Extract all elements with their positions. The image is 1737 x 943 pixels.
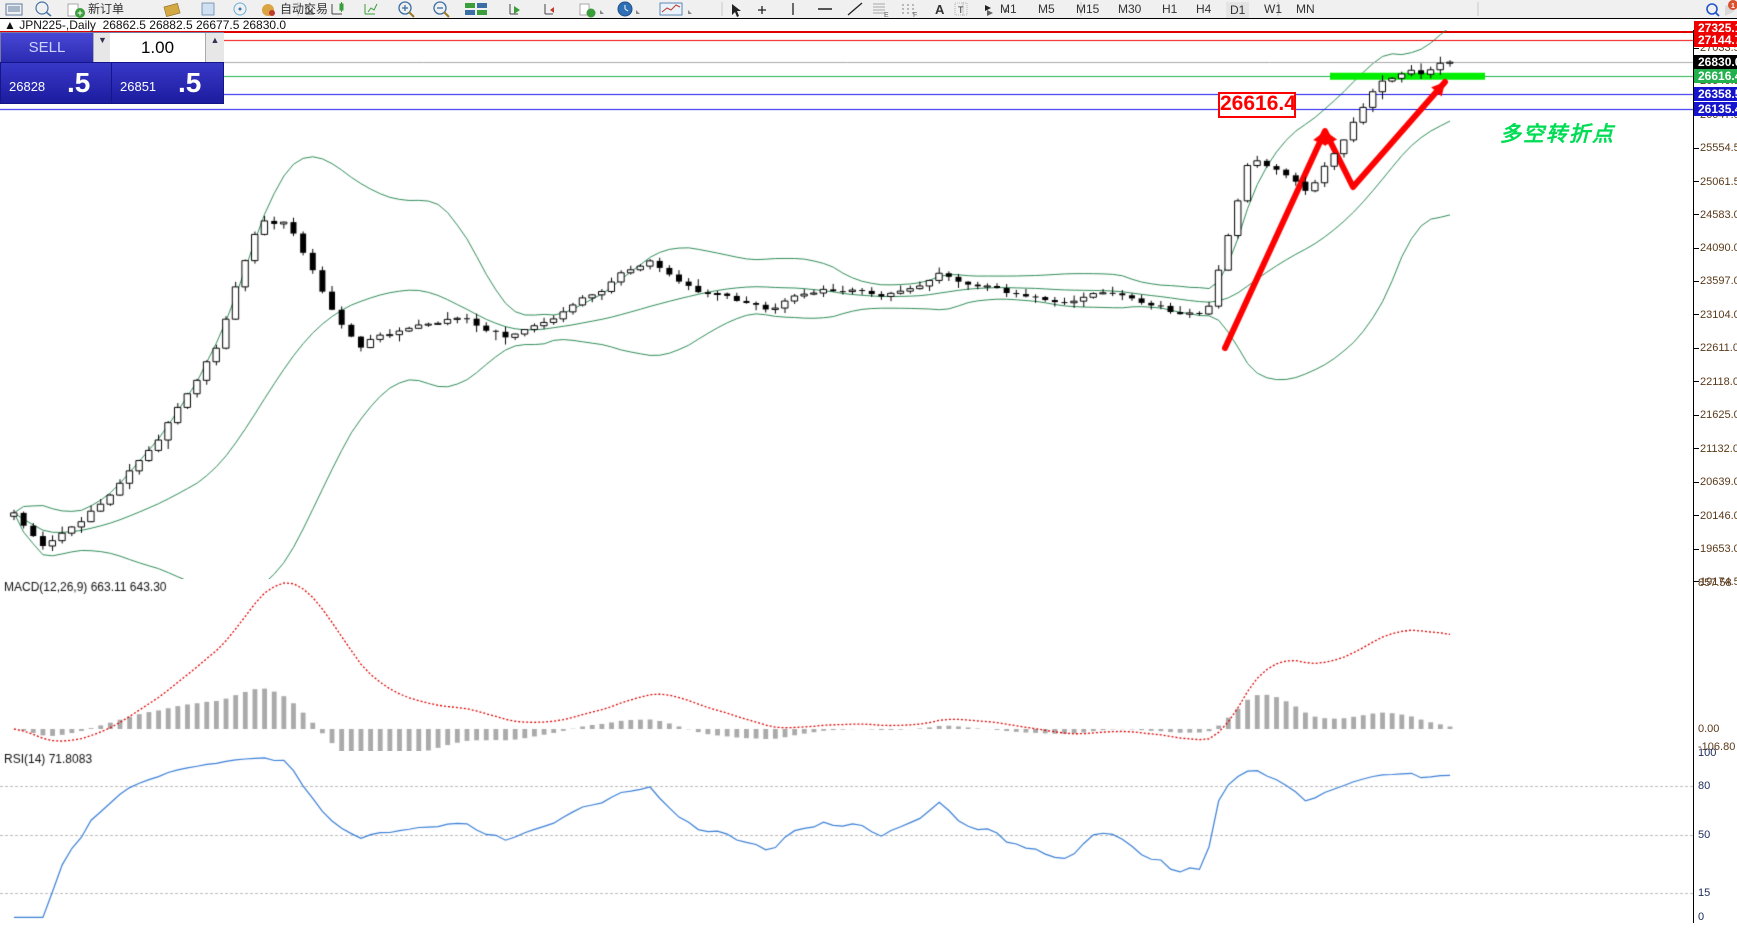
svg-text:1: 1 xyxy=(1731,3,1735,10)
svg-text:A: A xyxy=(935,2,945,17)
svg-text:自动交易: 自动交易 xyxy=(280,1,328,16)
svg-text:新订单: 新订单 xyxy=(88,1,124,16)
svg-text:T: T xyxy=(958,5,964,15)
